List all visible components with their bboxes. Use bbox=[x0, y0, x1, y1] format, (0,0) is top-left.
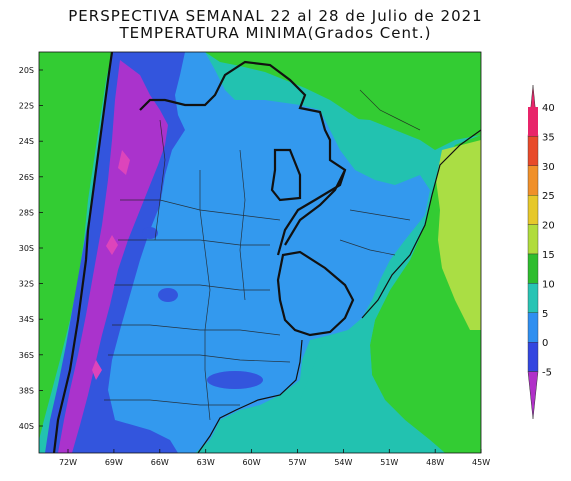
colorbar-label: 40 bbox=[542, 103, 555, 114]
colorbar-segment bbox=[527, 253, 539, 284]
colorbar-segment bbox=[527, 283, 539, 313]
longitude-axis: 72W 69W 66W 63W 60W 57W 54W 51W 48W 45W bbox=[59, 449, 490, 467]
colorbar-label: 25 bbox=[542, 191, 555, 202]
colorbar-segment bbox=[527, 194, 539, 225]
colorbar-segment bbox=[527, 136, 539, 166]
country-borders bbox=[52, 52, 355, 453]
field-green-brazil bbox=[205, 52, 481, 150]
lon-tick-label: 51W bbox=[380, 458, 398, 467]
lat-tick-label: 20S bbox=[19, 66, 34, 75]
field-darkblue-patch-1 bbox=[207, 371, 263, 389]
lat-tick-label: 40S bbox=[19, 422, 34, 431]
map-title-line2: TEMPERATURA MINIMA(Grados Cent.) bbox=[119, 24, 432, 42]
lon-tick-label: 63W bbox=[197, 458, 215, 467]
colorbar-segment bbox=[527, 165, 539, 196]
lon-tick-label: 45W bbox=[472, 458, 490, 467]
lat-tick-label: 38S bbox=[19, 386, 34, 395]
colorbar-segment bbox=[527, 224, 539, 255]
field-darkblue-patch-3 bbox=[142, 227, 158, 239]
colorbar-label: 35 bbox=[542, 132, 555, 143]
field-pink-spots bbox=[92, 150, 130, 380]
lat-tick-label: 36S bbox=[19, 351, 34, 360]
colorbar-label: 30 bbox=[542, 162, 555, 173]
colorbar-label: 15 bbox=[542, 250, 555, 261]
atlantic-coastline bbox=[361, 129, 481, 319]
field-darkblue-patch-2 bbox=[158, 288, 178, 302]
field-green-pacific bbox=[39, 52, 112, 440]
colorbar-segment bbox=[527, 312, 539, 343]
latitude-axis: 20S 22S 24S 26S 28S 30S 32S 34S 36S 38S 40S bbox=[19, 66, 43, 431]
colorbar-segment bbox=[527, 342, 539, 372]
lat-tick-label: 32S bbox=[19, 280, 34, 289]
field-purple bbox=[58, 60, 168, 453]
lon-tick-label: 60W bbox=[243, 458, 261, 467]
colorbar-label: 10 bbox=[542, 279, 555, 290]
colorbar-label: -5 bbox=[542, 368, 552, 379]
lat-tick-label: 30S bbox=[19, 244, 34, 253]
lon-tick-label: 69W bbox=[105, 458, 123, 467]
lat-tick-label: 26S bbox=[19, 173, 34, 182]
lat-tick-label: 22S bbox=[19, 102, 34, 111]
colorbar-label: 0 bbox=[542, 338, 548, 349]
province-borders bbox=[104, 89, 421, 421]
field-lightgreen bbox=[436, 140, 481, 330]
colorbar-segment bbox=[527, 371, 539, 420]
lon-tick-label: 54W bbox=[334, 458, 352, 467]
colorbar-segment bbox=[528, 107, 538, 137]
lon-tick-label: 66W bbox=[151, 458, 169, 467]
patagonia-coastline bbox=[197, 339, 303, 453]
lat-tick-label: 34S bbox=[19, 315, 34, 324]
lon-tick-label: 72W bbox=[59, 458, 77, 467]
lon-tick-label: 48W bbox=[426, 458, 444, 467]
lon-tick-label: 57W bbox=[288, 458, 306, 467]
colorbar-label: 5 bbox=[542, 309, 548, 320]
map-title-line1: PERSPECTIVA SEMANAL 22 al 28 de Julio de… bbox=[68, 7, 483, 25]
map-field bbox=[39, 52, 481, 453]
colorbar: 40 35 30 25 20 15 10 5 0 -5 bbox=[527, 84, 555, 420]
colorbar-label: 20 bbox=[542, 221, 555, 232]
lat-tick-label: 28S bbox=[19, 208, 34, 217]
lat-tick-label: 24S bbox=[19, 137, 34, 146]
map-frame bbox=[38, 51, 482, 454]
